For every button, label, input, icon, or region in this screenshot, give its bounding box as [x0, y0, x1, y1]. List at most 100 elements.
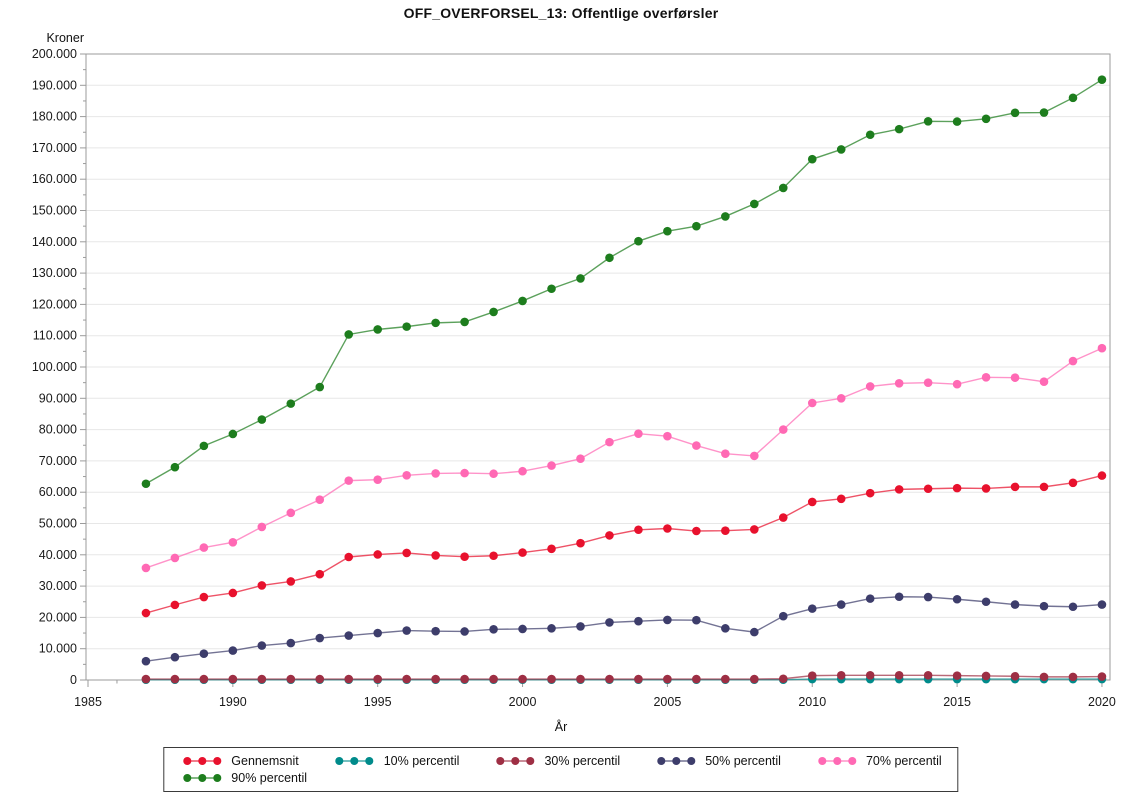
- data-point: [141, 674, 151, 684]
- data-point: [344, 631, 354, 640]
- legend-label: 90% percentil: [231, 770, 308, 785]
- data-point: [605, 674, 614, 684]
- y-tick-label: 40.000: [39, 548, 77, 562]
- data-point: [431, 626, 440, 636]
- data-point: [750, 451, 759, 461]
- data-point: [170, 652, 180, 662]
- data-point: [894, 485, 904, 494]
- data-point: [692, 526, 701, 536]
- data-point: [663, 524, 672, 533]
- data-point: [431, 469, 440, 478]
- x-tick-label: 1995: [364, 695, 392, 709]
- data-point: [1039, 377, 1049, 387]
- data-point: [431, 551, 440, 560]
- data-point: [547, 544, 556, 554]
- x-tick-label: 2005: [653, 695, 681, 709]
- data-point: [750, 627, 759, 637]
- data-point: [807, 604, 817, 613]
- data-point: [1039, 108, 1049, 117]
- data-point: [1010, 482, 1020, 492]
- data-point: [315, 495, 325, 505]
- legend-marker-icon: [657, 756, 696, 765]
- data-point: [547, 674, 556, 684]
- data-point: [923, 592, 933, 602]
- data-point: [605, 618, 614, 627]
- data-point: [460, 317, 469, 327]
- data-point: [1039, 672, 1049, 682]
- data-point: [807, 154, 817, 164]
- legend-label: 30% percentil: [544, 753, 621, 768]
- data-point: [952, 117, 962, 126]
- data-point: [1068, 602, 1078, 612]
- data-point: [518, 548, 527, 557]
- x-tick-label: 2010: [798, 695, 826, 709]
- data-point: [373, 550, 383, 559]
- data-point: [634, 525, 643, 535]
- series-line-gennemsnit: [145, 474, 1103, 614]
- data-point: [373, 475, 383, 484]
- data-point: [634, 616, 643, 626]
- legend-label: Gennemsnit: [231, 753, 299, 768]
- data-point: [170, 600, 180, 610]
- data-point: [663, 674, 672, 684]
- data-point: [257, 674, 267, 684]
- data-point: [836, 671, 846, 680]
- series-line-30-percentil: [145, 674, 1102, 680]
- data-point: [605, 253, 614, 263]
- data-point: [460, 674, 469, 684]
- data-point: [1068, 478, 1078, 488]
- data-point: [228, 588, 238, 598]
- data-point: [489, 674, 498, 684]
- data-point: [952, 483, 962, 493]
- data-point: [692, 441, 701, 450]
- data-point: [1039, 482, 1049, 492]
- data-point: [721, 624, 730, 633]
- data-point: [228, 674, 238, 684]
- data-point: [170, 674, 180, 684]
- data-point: [981, 373, 991, 382]
- data-point: [257, 581, 267, 590]
- data-point: [663, 431, 672, 441]
- data-point: [721, 212, 730, 221]
- data-point: [750, 674, 759, 684]
- data-point: [431, 318, 440, 328]
- y-tick-label: 200.000: [32, 47, 77, 61]
- x-axis-title: År: [554, 720, 568, 734]
- data-point: [373, 674, 383, 684]
- y-tick-label: 150.000: [32, 204, 77, 218]
- data-point: [547, 284, 556, 294]
- data-point: [981, 671, 991, 681]
- data-point: [489, 307, 498, 317]
- y-tick-label: 0: [70, 673, 77, 687]
- legend-item-90-percentil: 90% percentil: [180, 769, 307, 786]
- data-point: [836, 394, 846, 403]
- y-axis-title: Kroner: [46, 31, 84, 45]
- y-tick-label: 190.000: [32, 78, 77, 92]
- data-point: [141, 563, 151, 573]
- legend-item-10-percentil: 10% percentil: [333, 752, 460, 769]
- data-point: [865, 594, 875, 603]
- y-tick-label: 20.000: [39, 610, 77, 624]
- data-point: [518, 674, 527, 684]
- data-point: [1039, 601, 1049, 611]
- y-tick-label: 10.000: [39, 642, 77, 656]
- series-line-90-percentil: [145, 79, 1103, 485]
- y-tick-label: 140.000: [32, 235, 77, 249]
- y-tick-label: 130.000: [32, 266, 77, 280]
- data-point: [836, 600, 846, 609]
- x-tick-label: 1985: [74, 695, 102, 709]
- legend-label: 10% percentil: [383, 753, 460, 768]
- y-tick-label: 70.000: [39, 454, 77, 468]
- data-point: [228, 646, 238, 655]
- data-point: [865, 382, 875, 391]
- legend-label: 70% percentil: [865, 753, 942, 768]
- data-point: [402, 626, 411, 635]
- data-point: [1068, 93, 1078, 103]
- data-point: [373, 325, 383, 334]
- y-tick-label: 50.000: [39, 517, 77, 531]
- y-tick-label: 120.000: [32, 297, 77, 311]
- y-tick-label: 160.000: [32, 172, 77, 186]
- line-chart: 0 10.000 20.000 30.000 40.000 50.000 60.000 70.…: [32, 47, 1116, 709]
- x-tick-label: 2015: [943, 695, 971, 709]
- legend-item-gennemsnit: Gennemsnit: [180, 752, 299, 769]
